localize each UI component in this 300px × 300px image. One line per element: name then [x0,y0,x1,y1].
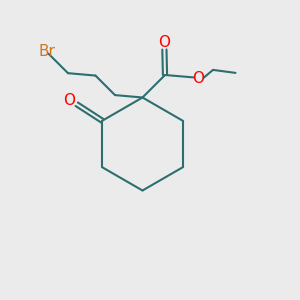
Text: O: O [64,92,76,107]
Text: Br: Br [38,44,56,59]
Text: O: O [158,35,170,50]
Text: O: O [193,71,205,86]
